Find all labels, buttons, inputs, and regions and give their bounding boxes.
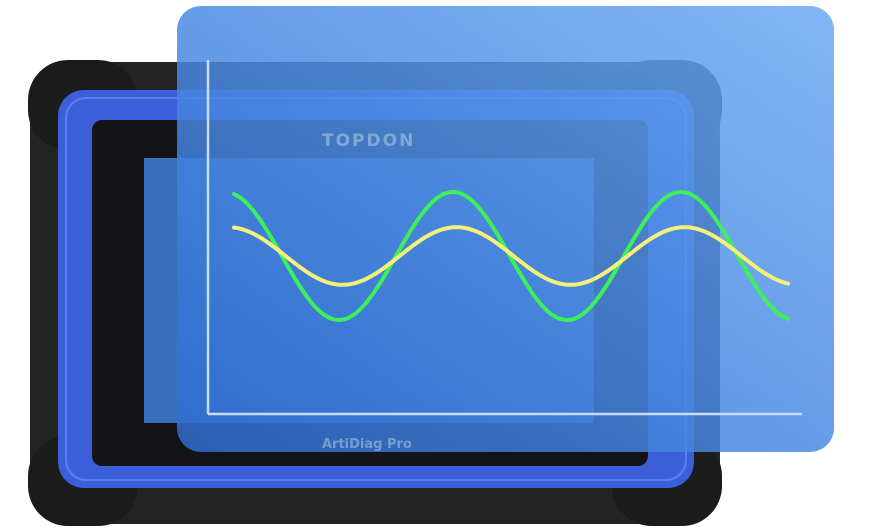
device-brand-label: TOPDON [322, 131, 416, 151]
waveform-yellow [232, 225, 790, 287]
overlay-panel [177, 6, 834, 452]
device-model-label: ArtiDiag Pro [322, 437, 412, 452]
waveforms [232, 190, 790, 322]
waveform-green [232, 190, 790, 322]
chart-axes [206, 60, 802, 416]
